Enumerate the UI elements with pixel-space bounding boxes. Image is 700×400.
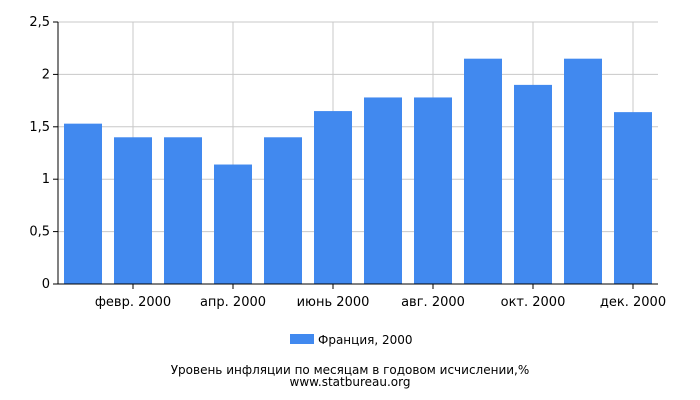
x-tick-label: апр. 2000 — [200, 295, 266, 310]
legend-swatch — [290, 334, 314, 344]
y-tick-label: 0 — [42, 277, 50, 292]
y-tick-label: 2 — [42, 67, 50, 82]
bar — [564, 58, 602, 285]
bar — [464, 58, 502, 285]
bar — [214, 164, 252, 284]
bar — [64, 123, 102, 284]
bar — [264, 137, 302, 284]
x-tick-label: июнь 2000 — [297, 295, 370, 310]
y-tick-label: 2,5 — [29, 15, 50, 30]
x-tick-label: дек. 2000 — [600, 295, 666, 310]
axis-layer: 0 0,5 1 1,5 2 2,5 февр. 2000 апр. 2000 июнь 2000… — [29, 15, 666, 310]
chart-title: Уровень инфляции по месяцам в годовом ис… — [171, 363, 530, 377]
x-tick-label: февр. 2000 — [95, 295, 171, 310]
y-tick-label: 1,5 — [29, 120, 50, 135]
bar — [614, 112, 652, 285]
legend-label: Франция, 2000 — [318, 333, 413, 347]
y-tick-label: 0,5 — [29, 225, 50, 240]
bar-layer — [64, 58, 652, 285]
bar — [164, 137, 202, 284]
x-tick-label: авг. 2000 — [401, 295, 465, 310]
bar — [114, 137, 152, 284]
bar — [314, 111, 352, 284]
y-tick-label: 1 — [42, 172, 50, 187]
bar — [414, 97, 452, 285]
x-tick-label: окт. 2000 — [501, 295, 566, 310]
legend: Франция, 2000 — [290, 333, 413, 347]
bar — [514, 84, 552, 284]
bar — [364, 97, 402, 285]
source-url: www.statbureau.org — [290, 375, 411, 389]
